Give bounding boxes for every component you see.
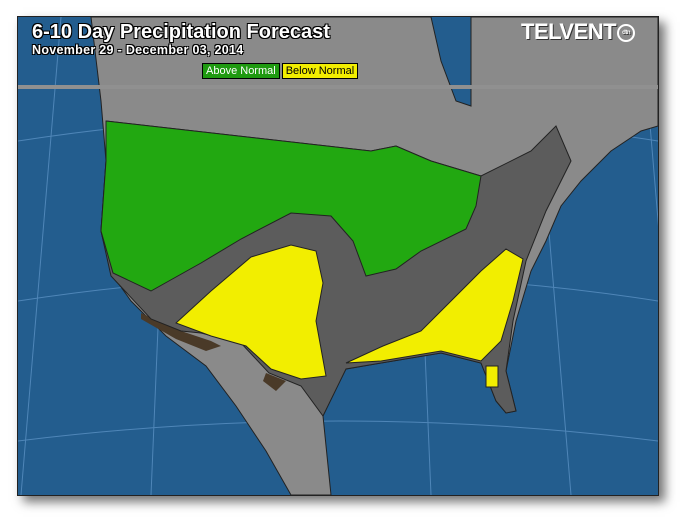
mexico-coast-shadow (141, 313, 286, 391)
legend-below-normal: Below Normal (281, 63, 359, 79)
header-divider (18, 85, 658, 89)
dtn-badge-icon: dtn (617, 24, 636, 43)
legend: Above Normal Below Normal (202, 63, 359, 79)
forecast-map: 6-10 Day Precipitation Forecast November… (17, 16, 659, 496)
telvent-logo: TELVENT dtn (521, 19, 636, 45)
below-normal-area-southwest (175, 244, 327, 380)
map-title: 6-10 Day Precipitation Forecast (32, 21, 330, 43)
legend-above-normal: Above Normal (202, 63, 280, 79)
below-normal-area-southeast (345, 248, 524, 388)
date-range: November 29 - December 03, 2014 (32, 43, 244, 57)
above-normal-area (100, 120, 482, 292)
logo-text: TELVENT (521, 19, 617, 44)
map-canvas (18, 17, 658, 495)
